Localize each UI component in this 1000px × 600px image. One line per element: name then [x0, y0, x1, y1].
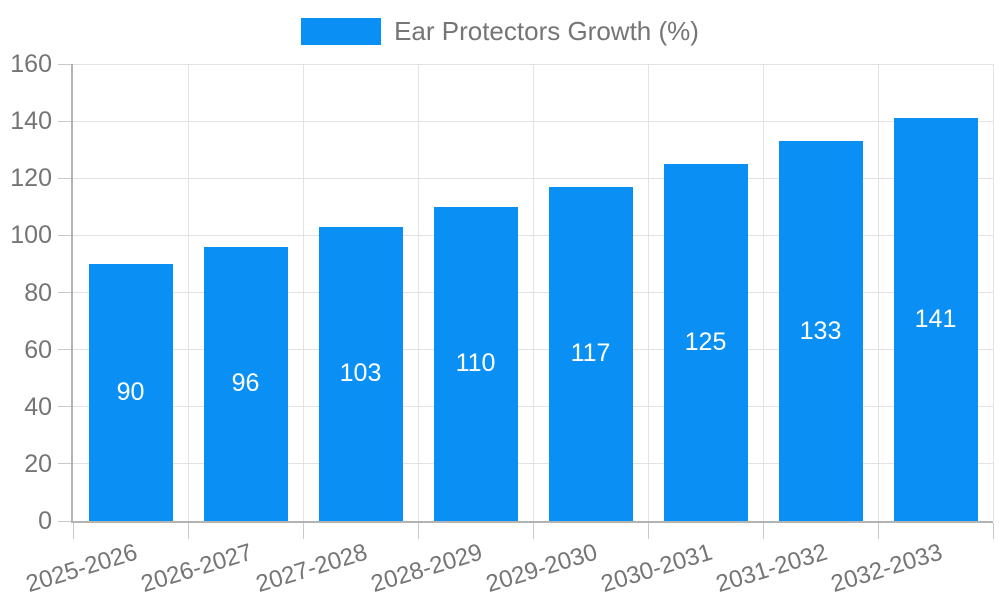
x-category-label-text: 2026-2027 — [137, 538, 256, 598]
y-axis-tick — [58, 177, 73, 179]
x-axis-tick — [532, 523, 534, 539]
y-axis-tick-label: 160 — [10, 50, 52, 78]
y-axis-line — [71, 64, 73, 523]
x-gridline — [877, 64, 879, 521]
x-axis-tick — [877, 523, 879, 539]
x-gridline — [992, 64, 994, 521]
y-axis-tick — [58, 63, 73, 65]
bar-value-label: 103 — [339, 359, 382, 388]
y-axis-tick — [58, 120, 73, 122]
y-axis-tick-label: 0 — [38, 507, 52, 535]
x-category-label-text: 2025-2026 — [22, 538, 141, 598]
bar[interactable]: 103 — [318, 226, 403, 521]
legend-swatch-icon — [301, 18, 382, 45]
y-axis-tick-label: 120 — [10, 164, 52, 193]
x-axis-tick — [992, 523, 994, 539]
x-gridline — [187, 64, 189, 521]
x-gridline — [762, 64, 764, 521]
y-axis-tick-label: 100 — [10, 221, 52, 250]
x-category-label-text: 2032-2033 — [827, 538, 946, 598]
x-category-label-text: 2029-2030 — [482, 538, 601, 598]
y-axis-tick — [58, 520, 73, 522]
legend-label: Ear Protectors Growth (%) — [394, 16, 699, 46]
bar[interactable]: 90 — [88, 263, 173, 521]
x-gridline — [647, 64, 649, 521]
x-category-label-text: 2031-2032 — [712, 538, 831, 598]
x-axis-tick — [72, 523, 74, 539]
x-gridline — [532, 64, 534, 521]
bar[interactable]: 110 — [433, 206, 518, 521]
x-axis-tick — [187, 523, 189, 539]
y-axis-tick — [58, 234, 73, 236]
bar-value-label: 125 — [684, 327, 727, 356]
x-axis-tick — [647, 523, 649, 539]
x-axis-tick — [762, 523, 764, 539]
x-axis-tick — [302, 523, 304, 539]
y-axis-tick-label: 20 — [24, 449, 52, 478]
y-axis-tick-label: 40 — [24, 392, 52, 421]
x-category-label-text: 2028-2029 — [367, 538, 486, 598]
x-category-label-text: 2030-2031 — [597, 538, 716, 598]
bar[interactable]: 125 — [663, 163, 748, 521]
bar-value-label: 117 — [570, 339, 611, 368]
y-axis-tick — [58, 292, 73, 293]
x-axis-line — [71, 521, 993, 523]
chart-legend: Ear Protectors Growth (%) — [0, 16, 1000, 47]
bar[interactable]: 141 — [893, 118, 978, 521]
y-axis-tick-label: 80 — [24, 278, 52, 307]
bar-value-label: 133 — [799, 316, 842, 345]
bar-value-label: 141 — [914, 305, 957, 334]
bar-value-label: 96 — [231, 369, 260, 398]
y-axis-tick — [58, 349, 73, 351]
bar[interactable]: 133 — [778, 141, 863, 521]
y-axis-tick-label: 140 — [10, 107, 52, 136]
y-axis-tick — [58, 463, 73, 465]
y-axis-tick — [58, 406, 73, 408]
y-axis-tick-label: 60 — [24, 335, 52, 364]
bar[interactable]: 96 — [203, 246, 288, 521]
x-gridline — [302, 64, 304, 521]
x-gridline — [417, 64, 419, 521]
bar[interactable]: 117 — [548, 186, 633, 521]
x-category-label-text: 2027-2028 — [252, 538, 371, 598]
x-axis-tick — [417, 523, 419, 539]
bar-value-label: 110 — [455, 349, 496, 378]
bar-value-label: 90 — [116, 377, 145, 406]
